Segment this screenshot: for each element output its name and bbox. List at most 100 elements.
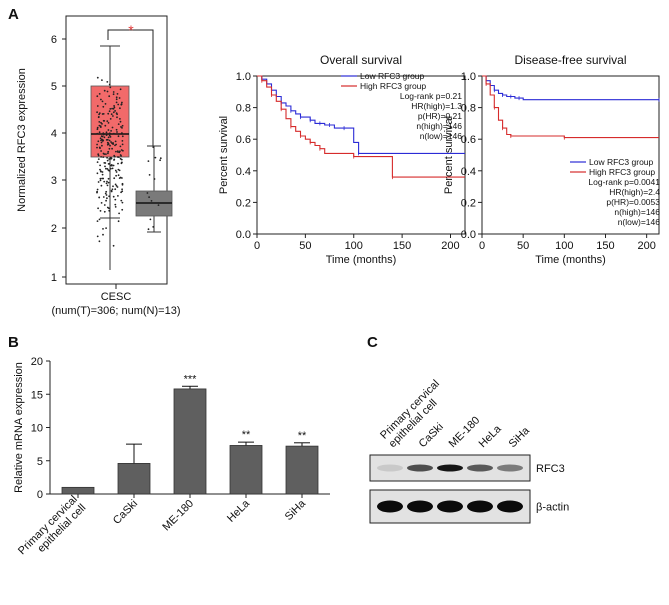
tumor-point: [120, 191, 122, 194]
tumor-point: [106, 168, 109, 170]
tumor-point: [116, 116, 118, 119]
tumor-point: [108, 209, 111, 212]
tumor-point: [97, 154, 100, 157]
blot-band: [467, 464, 493, 472]
tumor-point: [117, 168, 120, 171]
blot-band: [497, 464, 523, 472]
survival-ytick: 0.4: [236, 166, 251, 178]
panel-label-b: B: [8, 334, 19, 351]
bar: [229, 445, 263, 495]
tumor-point: [106, 159, 109, 162]
tumor-point: [99, 177, 102, 180]
survival-ytick: 0.6: [461, 134, 476, 146]
tumor-point: [117, 162, 119, 165]
survival-stat: n(low)=146: [420, 131, 463, 141]
tumor-point: [114, 140, 117, 143]
tumor-point: [117, 123, 120, 125]
tumor-point: [96, 132, 99, 135]
blot-band: [497, 500, 523, 513]
tumor-point: [108, 162, 111, 165]
tumor-point: [101, 144, 103, 147]
bar-ytick: 20: [31, 356, 43, 368]
tumor-point: [115, 96, 118, 99]
normal-point: [159, 159, 162, 162]
boxplot-ytick: 4: [51, 128, 57, 140]
tumor-point: [120, 103, 123, 106]
tumor-point: [104, 165, 106, 168]
tumor-point: [121, 208, 124, 211]
tumor-point: [98, 124, 101, 127]
tumor-point: [96, 111, 98, 114]
tumor-point: [102, 152, 105, 155]
tumor-point: [105, 190, 108, 193]
tumor-point: [109, 164, 112, 167]
tumor-point: [115, 171, 118, 173]
tumor-point: [96, 76, 99, 79]
tumor-point: [110, 157, 112, 160]
survival-curve-high: [257, 75, 465, 178]
survival-xtick: 200: [441, 240, 459, 252]
tumor-point: [113, 106, 116, 109]
tumor-point: [117, 195, 119, 197]
tumor-point: [102, 177, 105, 180]
tumor-point: [107, 181, 110, 184]
tumor-point: [103, 120, 106, 122]
survival-xtick: 200: [637, 240, 655, 252]
blot-band: [377, 500, 403, 513]
tumor-point: [99, 126, 102, 128]
tumor-point: [120, 149, 123, 151]
tumor-point: [116, 93, 119, 95]
tumor-point: [110, 130, 112, 132]
tumor-point: [102, 105, 105, 108]
survival-curve-high: [482, 75, 659, 139]
tumor-point: [114, 198, 117, 201]
tumor-point: [114, 183, 117, 186]
blot-band: [467, 500, 493, 513]
tumor-point: [119, 88, 122, 91]
normal-point: [150, 200, 153, 202]
tumor-point: [115, 184, 118, 187]
survival-ytick: 1.0: [236, 71, 251, 83]
tumor-point: [105, 194, 108, 196]
tumor-point: [106, 138, 109, 141]
blot-band: [437, 500, 463, 513]
tumor-point: [98, 218, 101, 221]
tumor-point: [107, 129, 110, 131]
tumor-point: [101, 173, 104, 176]
tumor-point: [96, 128, 99, 131]
tumor-point: [107, 136, 110, 139]
tumor-point: [109, 108, 112, 110]
tumor-point: [98, 240, 101, 243]
boxplot-ytick: 1: [51, 272, 57, 284]
blot-lane-label: ME-180: [447, 414, 483, 450]
tumor-point: [117, 135, 120, 138]
tumor-point: [111, 167, 114, 170]
tumor-point: [107, 142, 110, 145]
significance-label: **: [298, 430, 307, 442]
tumor-point: [98, 112, 101, 114]
survival-xtick: 50: [299, 240, 311, 252]
survival-stat: HR(high)=1.3: [411, 101, 462, 111]
tumor-point: [117, 103, 120, 106]
tumor-point: [118, 212, 120, 215]
normal-box: [135, 145, 173, 233]
survival-stat: HR(high)=2.4: [609, 187, 660, 197]
tumor-point: [115, 101, 118, 104]
tumor-point: [106, 90, 109, 93]
survival-frame: [256, 75, 466, 235]
tumor-point: [108, 95, 111, 98]
tumor-point: [114, 110, 116, 112]
tumor-point: [112, 195, 115, 198]
tumor-point: [100, 135, 103, 138]
tumor-point: [101, 171, 104, 173]
tumor-point: [116, 156, 119, 158]
tumor-point: [102, 233, 104, 236]
boxplot-ytick: 6: [51, 34, 57, 46]
tumor-point: [97, 116, 100, 118]
tumor-point: [102, 132, 105, 135]
tumor-point: [117, 174, 120, 177]
tumor-point: [112, 93, 115, 96]
bar-ytick: 5: [37, 456, 43, 468]
